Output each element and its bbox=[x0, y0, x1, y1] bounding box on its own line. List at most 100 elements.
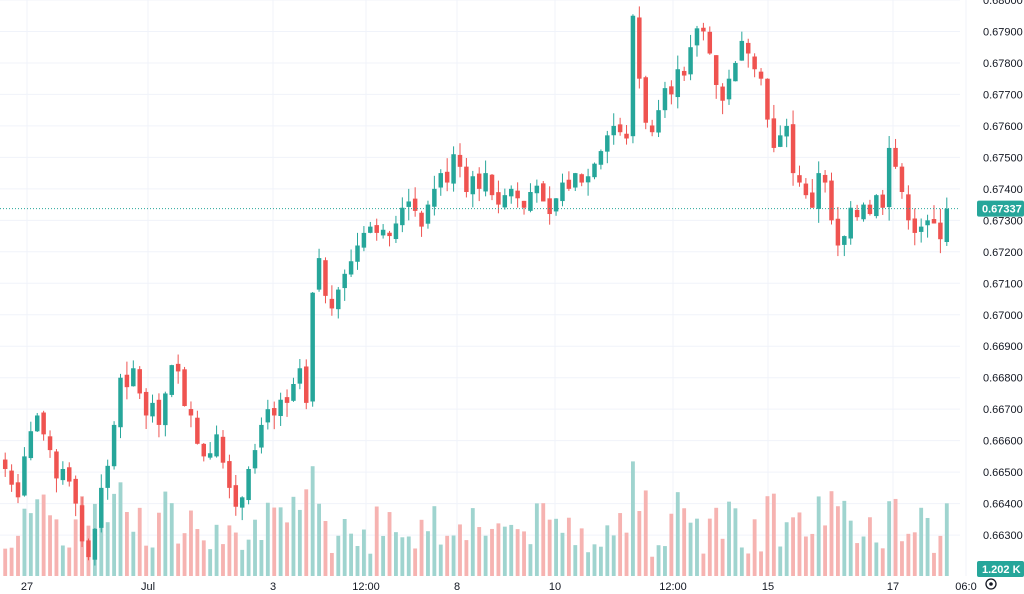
volume-bar bbox=[759, 551, 763, 576]
y-tick-label: 0.67500 bbox=[983, 152, 1023, 164]
candle-body bbox=[380, 229, 386, 236]
candle-body bbox=[566, 179, 572, 189]
candle-body bbox=[124, 374, 130, 388]
candle-body bbox=[790, 124, 796, 174]
volume-bar bbox=[137, 507, 142, 576]
volume-bar bbox=[919, 507, 924, 576]
volume-bar bbox=[778, 546, 783, 576]
volume-bar bbox=[797, 512, 802, 576]
volume-bar bbox=[201, 540, 206, 576]
volume-bar bbox=[432, 506, 437, 576]
candle-body bbox=[560, 182, 565, 202]
candle-body bbox=[246, 468, 251, 501]
candle-body bbox=[816, 173, 821, 209]
volume-bar bbox=[253, 519, 257, 576]
volume-bar bbox=[618, 513, 623, 576]
y-tick-label: 0.67700 bbox=[983, 89, 1023, 101]
volume-bar bbox=[285, 522, 289, 576]
volume-bar bbox=[426, 531, 430, 576]
x-tick-label: 27 bbox=[21, 581, 33, 593]
volume-bar bbox=[880, 548, 885, 576]
candle-body bbox=[726, 78, 732, 100]
volume-bar bbox=[784, 522, 789, 576]
volume-bar bbox=[522, 531, 526, 576]
candle-body bbox=[310, 292, 315, 402]
volume-bar bbox=[733, 508, 738, 576]
volume-bar bbox=[868, 517, 872, 576]
volume-bar bbox=[874, 542, 879, 576]
volume-bar bbox=[105, 522, 110, 576]
candle-body bbox=[521, 200, 527, 208]
candle-body bbox=[284, 397, 290, 403]
candle-body bbox=[662, 88, 668, 111]
candle-body bbox=[854, 209, 860, 218]
candle-body bbox=[617, 124, 623, 133]
candle-body bbox=[605, 135, 610, 152]
volume-bar bbox=[16, 535, 20, 576]
volume-bar bbox=[233, 532, 238, 576]
y-tick-label: 0.66900 bbox=[983, 341, 1023, 353]
candle-body bbox=[143, 391, 149, 416]
candle-body bbox=[329, 298, 335, 309]
candle-body bbox=[765, 78, 770, 120]
candle-body bbox=[784, 125, 789, 137]
volume-bar bbox=[675, 492, 680, 576]
candle-body bbox=[938, 222, 943, 240]
candle-body bbox=[592, 163, 597, 178]
volume-bar bbox=[9, 547, 14, 576]
volume-bar bbox=[631, 461, 635, 576]
candle-body bbox=[778, 135, 783, 147]
y-tick-label: 0.66800 bbox=[983, 373, 1023, 385]
candle-body bbox=[169, 365, 174, 395]
candle-body bbox=[9, 470, 14, 485]
volume-bar bbox=[835, 506, 840, 576]
candle-body bbox=[252, 450, 258, 469]
candle-body bbox=[175, 363, 181, 372]
y-tick-label: 0.66500 bbox=[983, 467, 1023, 479]
volume-bar bbox=[496, 523, 501, 576]
volume-bar bbox=[560, 532, 565, 576]
candle-body bbox=[457, 154, 463, 167]
candle-body bbox=[34, 415, 40, 432]
volume-bar bbox=[707, 518, 712, 576]
candle-body bbox=[118, 377, 123, 428]
candle-body bbox=[387, 232, 392, 237]
candle-body bbox=[675, 69, 681, 98]
volume-bar bbox=[932, 552, 936, 576]
candle-body bbox=[28, 431, 34, 459]
time-axis[interactable]: 27 Jul 3 12:00 8 10 12:00 15 17 06:0 bbox=[21, 581, 977, 593]
candle-body bbox=[515, 190, 520, 199]
volume-bar bbox=[374, 506, 379, 576]
volume-bar bbox=[528, 544, 533, 576]
gear-icon[interactable] bbox=[985, 578, 997, 590]
candle-body bbox=[406, 201, 411, 207]
volume-bar bbox=[48, 515, 52, 576]
volume-bar bbox=[816, 496, 821, 576]
y-tick-label: 0.67600 bbox=[983, 121, 1023, 133]
candle-body bbox=[630, 15, 636, 137]
candle-body bbox=[822, 174, 828, 183]
volume-bar bbox=[887, 501, 892, 576]
candle-body bbox=[874, 195, 879, 217]
volume-bar bbox=[682, 508, 687, 576]
candle-body bbox=[201, 443, 207, 457]
volume-bar bbox=[912, 532, 917, 576]
candle-body bbox=[60, 468, 66, 481]
candle-body bbox=[54, 451, 59, 479]
candle-body bbox=[2, 459, 8, 469]
candle-body bbox=[137, 369, 142, 394]
x-tick-label: 15 bbox=[762, 581, 774, 593]
candle-body bbox=[323, 260, 328, 296]
price-axis[interactable]: 0.68000 0.67900 0.67800 0.67700 0.67600 0.675… bbox=[983, 0, 1023, 542]
candle-body bbox=[496, 192, 501, 205]
volume-bar bbox=[925, 517, 930, 576]
candle-body bbox=[547, 198, 552, 215]
volume-bar bbox=[387, 512, 392, 576]
candle-body bbox=[73, 478, 78, 504]
candle-body bbox=[156, 399, 162, 425]
volume-bar bbox=[73, 519, 78, 576]
volume-bar bbox=[291, 496, 296, 576]
volume-bar bbox=[714, 507, 719, 576]
candle-body bbox=[265, 409, 271, 423]
